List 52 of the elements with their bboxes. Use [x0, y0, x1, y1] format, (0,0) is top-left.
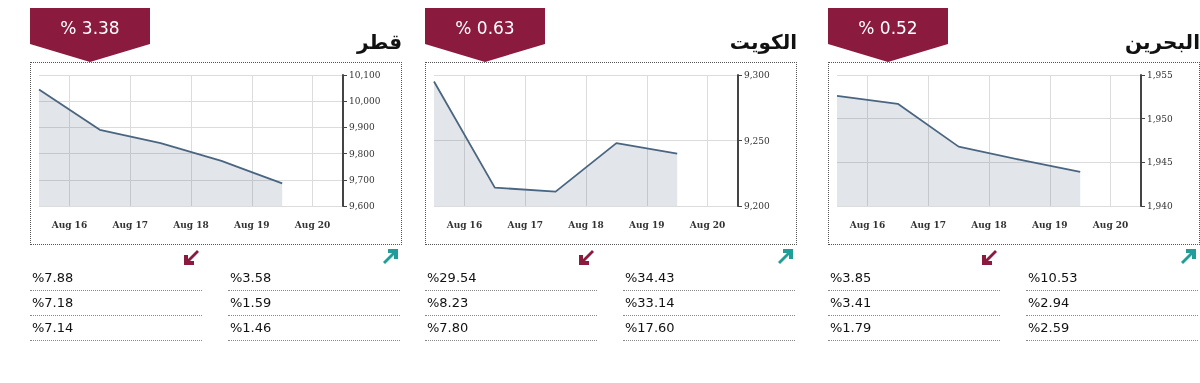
text: %3.85: [828, 266, 1000, 291]
text: %29.54: [425, 266, 597, 291]
x-tick-label: Aug 16: [445, 219, 483, 230]
text: %7.80: [425, 316, 597, 341]
text: %17.60: [623, 316, 795, 341]
y-tick-label: 9,700: [349, 174, 376, 185]
x-tick-label: Aug 20: [688, 219, 726, 230]
y-tick-label: 10,100: [349, 70, 381, 80]
chart-title: البحرين: [1125, 30, 1200, 54]
y-tick-label: 10,000: [349, 96, 381, 107]
chart-title: قطر: [356, 30, 402, 54]
y-tick-label: 1,950: [1147, 113, 1174, 124]
x-tick-label: Aug 19: [628, 219, 665, 230]
x-tick-label: Aug 19: [233, 219, 270, 230]
y-tick-label: 9,250: [744, 135, 771, 146]
x-tick-label: Aug 17: [111, 219, 148, 230]
text: %33.14: [623, 291, 795, 316]
chart-subtitle: % 3.38: [59, 18, 121, 38]
y-tick-label: 1,945: [1147, 157, 1174, 168]
text: %1.46: [228, 316, 400, 341]
text: %2.59: [1026, 316, 1198, 341]
chart-subtitle: % 0.63: [454, 18, 516, 38]
text: %1.79: [828, 316, 1000, 341]
x-tick-label: Aug 17: [909, 219, 946, 230]
text: %10.53: [1026, 266, 1198, 291]
text: %7.14: [30, 316, 202, 341]
chart-title: الكويت: [729, 30, 797, 54]
y-tick-label: 9,900: [349, 122, 376, 133]
y-tick-label: 1,940: [1147, 201, 1174, 211]
y-tick-label: 9,300: [744, 70, 771, 80]
text: %7.88: [30, 266, 202, 291]
text: %2.94: [1026, 291, 1198, 316]
text: %3.58: [228, 266, 400, 291]
y-tick-label: 9,600: [349, 201, 376, 211]
x-tick-label: Aug 17: [506, 219, 543, 230]
text: %1.59: [228, 291, 400, 316]
text: %7.18: [30, 291, 202, 316]
y-tick-label: 9,200: [744, 201, 771, 211]
x-tick-label: Aug 19: [1031, 219, 1068, 230]
x-tick-label: Aug 18: [970, 219, 1007, 230]
x-tick-label: Aug 18: [172, 219, 209, 230]
chart-subtitle: % 0.52: [857, 18, 919, 38]
x-tick-label: Aug 16: [848, 219, 886, 230]
x-tick-label: Aug 20: [1091, 219, 1129, 230]
text: %34.43: [623, 266, 795, 291]
x-tick-label: Aug 18: [567, 219, 604, 230]
y-tick-label: 1,955: [1147, 70, 1174, 80]
text: %3.41: [828, 291, 1000, 316]
y-tick-label: 9,800: [349, 148, 376, 159]
x-tick-label: Aug 16: [50, 219, 88, 230]
text: %8.23: [425, 291, 597, 316]
x-tick-label: Aug 20: [293, 219, 331, 230]
